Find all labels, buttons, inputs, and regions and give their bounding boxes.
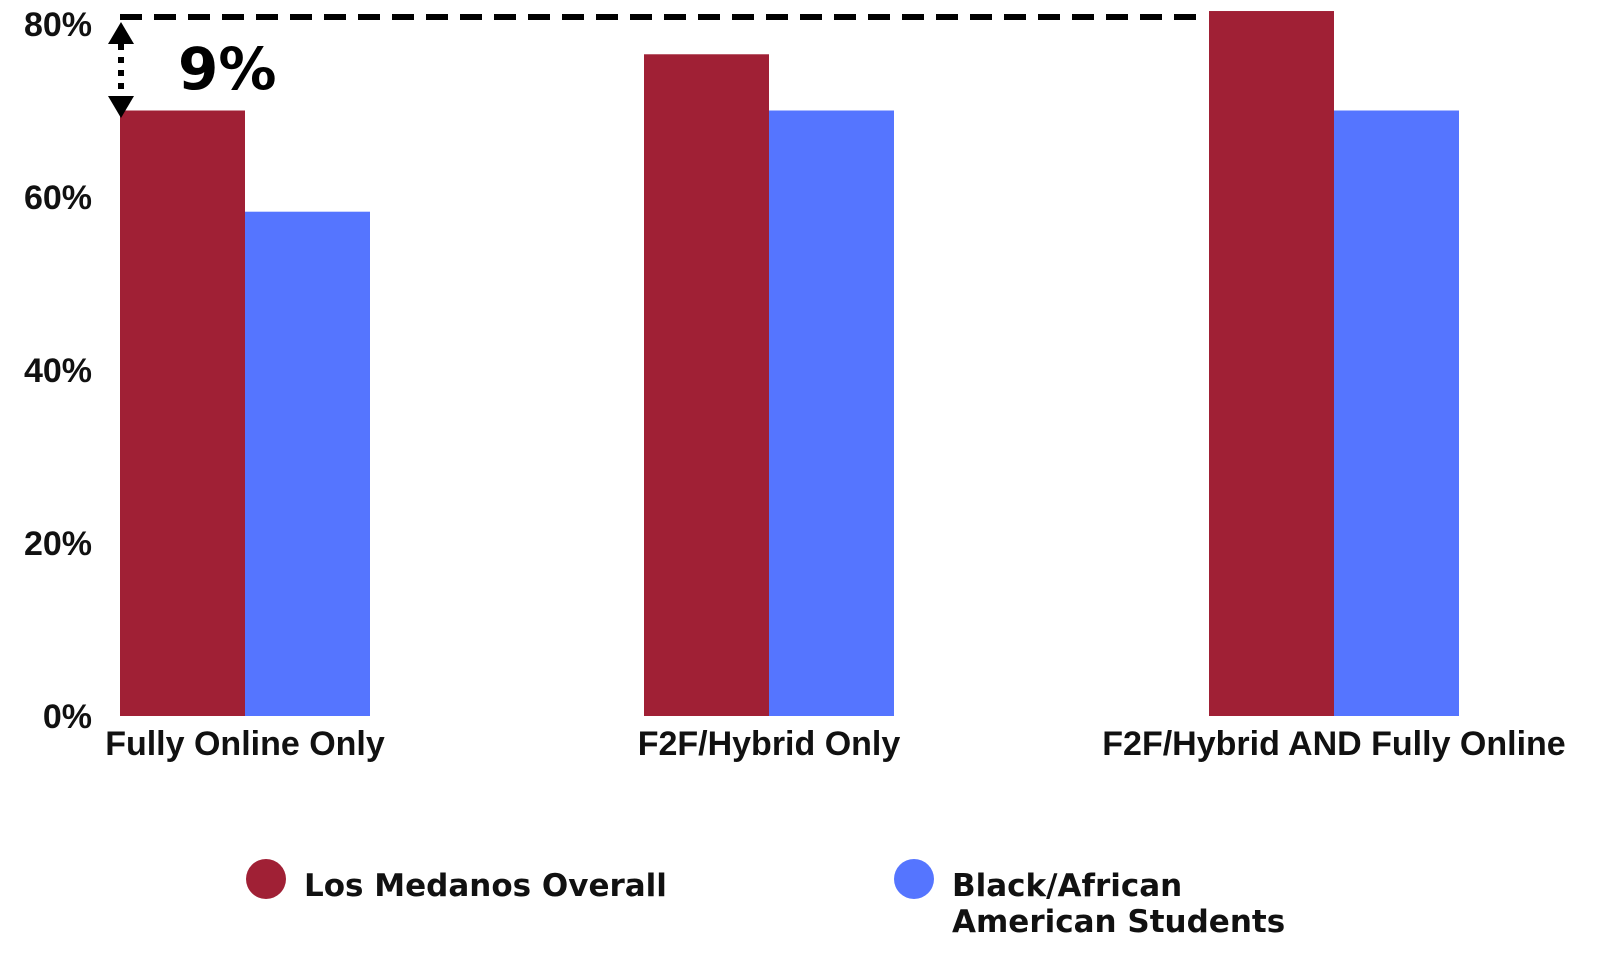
y-tick-label: 80% [24, 6, 92, 44]
bar-black-african-american-1 [245, 211, 370, 716]
arrow-down-icon [108, 96, 134, 118]
y-tick-label: 40% [24, 352, 92, 390]
legend-label: American Students [952, 904, 1285, 940]
category-label: Fully Online Only [105, 725, 385, 763]
gap-annotation-label: 9% [178, 35, 276, 103]
legend-swatch [894, 859, 934, 899]
legend-swatch [246, 859, 286, 899]
y-tick-label: 20% [24, 525, 92, 563]
category-label: F2F/Hybrid Only [638, 725, 901, 763]
bar-black-african-american-3 [1334, 110, 1459, 716]
arrow-up-icon [108, 22, 134, 44]
bar-overall-1 [120, 110, 245, 716]
bar-overall-2 [644, 54, 769, 716]
bar-overall-3 [1209, 11, 1334, 716]
category-label: F2F/Hybrid AND Fully Online [1102, 725, 1565, 763]
legend: Los Medanos Overall Black/AfricanAmerican… [246, 859, 1285, 940]
y-axis-ticks: 0% 20% 40% 60% 80% [24, 6, 92, 736]
category-labels: Fully Online Only F2F/Hybrid Only F2F/Hybr… [105, 725, 1566, 763]
y-tick-label: 60% [24, 179, 92, 217]
gap-annotation: 9% [108, 14, 1201, 118]
legend-label: Black/African [952, 868, 1182, 904]
bars [120, 11, 1459, 716]
bar-black-african-american-2 [769, 110, 894, 716]
y-tick-label: 0% [43, 698, 92, 736]
legend-label: Los Medanos Overall [304, 868, 667, 904]
